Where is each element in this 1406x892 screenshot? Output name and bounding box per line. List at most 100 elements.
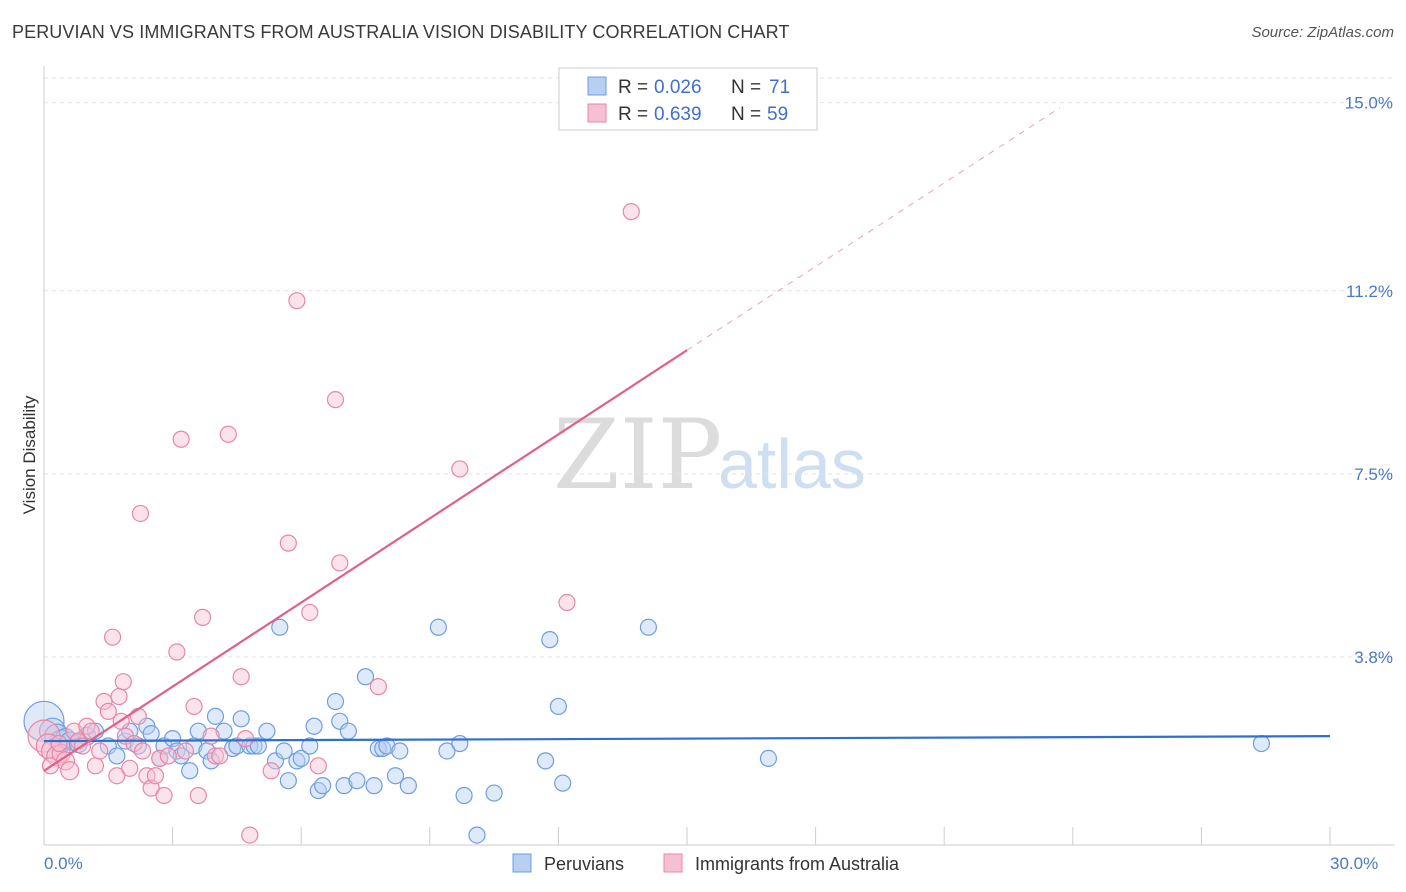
series-swatch-peruvians xyxy=(512,853,532,873)
y-tick-label-2: 11.2% xyxy=(1346,282,1393,301)
peruvian-point-36 xyxy=(271,618,289,636)
peruvian-point-34 xyxy=(258,722,276,740)
australia-point-35 xyxy=(176,742,195,760)
australia-point-6 xyxy=(60,761,80,781)
australia-point-45 xyxy=(241,826,259,844)
y-tick-label-3: 15.0% xyxy=(1345,94,1393,113)
peruvian-point-59 xyxy=(438,742,456,760)
australia-point-26 xyxy=(133,742,152,760)
australia-point-49 xyxy=(301,603,319,622)
chart-title: PERUVIAN VS IMMIGRANTS FROM AUSTRALIA VI… xyxy=(12,22,790,42)
x-tick-label-min: 0.0% xyxy=(44,854,83,873)
australia-point-25 xyxy=(131,504,150,523)
peruvian-point-61 xyxy=(455,786,473,805)
peruvian-point-26 xyxy=(206,707,225,725)
legend-n-value-1: 71 xyxy=(769,77,790,98)
axes xyxy=(43,66,1395,846)
australia-point-31 xyxy=(155,786,173,805)
peruvian-point-23 xyxy=(189,722,207,740)
peruvian-point-10 xyxy=(108,747,126,765)
australia-point-50 xyxy=(309,757,327,775)
australia-point-29 xyxy=(146,767,165,785)
legend-swatch-pink xyxy=(587,103,607,123)
australia-point-46 xyxy=(262,762,280,780)
australia-point-42 xyxy=(219,425,237,443)
peruvian-point-40 xyxy=(292,749,310,768)
legend-r-value-2: 0.639 xyxy=(654,104,702,125)
australia-point-16 xyxy=(103,628,122,646)
australia-point-12 xyxy=(86,757,105,775)
peruvian-point-38 xyxy=(279,772,297,790)
australia-point-52 xyxy=(331,554,349,572)
australia-point-18 xyxy=(110,687,128,706)
data-points xyxy=(23,203,1271,844)
peruvian-point-67 xyxy=(554,774,572,792)
legend-r-label-1: R = xyxy=(618,77,648,98)
australia-point-32 xyxy=(159,747,177,765)
series-label-australia: Immigrants from Australia xyxy=(695,854,900,874)
legend-r-value-1: 0.026 xyxy=(654,77,702,98)
legend-n-label-2: N = xyxy=(731,104,761,125)
peruvian-point-58 xyxy=(429,618,447,636)
legend-r-label-2: R = xyxy=(618,104,648,125)
peruvian-point-63 xyxy=(485,784,503,802)
x-tick-labels: 0.0% 30.0% xyxy=(44,854,1378,873)
peruvian-point-51 xyxy=(365,777,383,795)
peruvian-point-57 xyxy=(399,777,417,795)
australia-point-56 xyxy=(622,203,640,221)
australia-point-55 xyxy=(558,593,576,612)
source-label: Source: ZipAtlas.com xyxy=(1251,24,1394,41)
australia-point-47 xyxy=(279,534,297,552)
peruvian-point-68 xyxy=(639,618,658,636)
peruvian-point-37 xyxy=(275,742,293,760)
australia-point-33 xyxy=(168,643,186,661)
peruvian-point-42 xyxy=(305,717,323,735)
stats-legend: R = 0.026 N = 71 R = 0.639 N = 59 xyxy=(558,67,818,131)
peruvian-point-21 xyxy=(181,762,199,780)
australia-point-58 xyxy=(50,734,68,753)
peruvian-point-48 xyxy=(339,722,357,740)
y-tick-label-1: 7.5% xyxy=(1354,465,1393,484)
peruvian-point-41 xyxy=(301,737,319,755)
peruvian-point-33 xyxy=(249,737,267,755)
australia-trend-extension xyxy=(686,107,1061,351)
x-tick-label-max: 30.0% xyxy=(1330,854,1378,873)
peruvian-point-15 xyxy=(142,725,160,743)
australia-point-34 xyxy=(172,430,190,448)
australia-point-38 xyxy=(194,608,212,626)
peruvian-point-64 xyxy=(536,752,555,770)
australia-point-15 xyxy=(99,702,117,720)
australia-point-37 xyxy=(189,786,207,805)
peruvian-point-60 xyxy=(451,734,469,753)
peruvian-point-44 xyxy=(314,777,332,795)
trend-lines xyxy=(43,107,1331,772)
y-tick-labels: 3.8% 7.5% 11.2% 15.0% xyxy=(1345,94,1393,667)
legend-n-value-2: 59 xyxy=(767,104,788,125)
peruvian-point-62 xyxy=(468,826,486,844)
peruvian-point-66 xyxy=(549,697,568,716)
australia-point-41 xyxy=(211,747,229,765)
australia-point-13 xyxy=(91,742,109,760)
australia-point-53 xyxy=(369,678,387,696)
peruvian-point-69 xyxy=(759,749,778,768)
australia-point-44 xyxy=(236,730,255,748)
series-legend: Peruvians Immigrants from Australia xyxy=(512,853,900,874)
australia-point-20 xyxy=(114,673,132,691)
peruvian-point-54 xyxy=(378,737,396,755)
watermark-atlas: atlas xyxy=(718,425,866,503)
australia-point-22 xyxy=(121,759,139,777)
watermark-zip: ZIP xyxy=(553,399,722,511)
australia-trend-line xyxy=(43,349,688,772)
australia-point-36 xyxy=(185,697,203,716)
gridlines xyxy=(44,77,1395,658)
legend-swatch-blue xyxy=(587,76,607,96)
y-axis-title: Vision Disability xyxy=(20,395,39,514)
australia-point-17 xyxy=(108,767,126,785)
series-swatch-australia xyxy=(663,853,683,873)
peruvian-point-56 xyxy=(391,742,409,760)
legend-n-label-1: N = xyxy=(731,77,761,98)
australia-point-43 xyxy=(232,668,250,686)
australia-point-54 xyxy=(451,460,469,478)
peruvian-point-49 xyxy=(348,772,366,790)
